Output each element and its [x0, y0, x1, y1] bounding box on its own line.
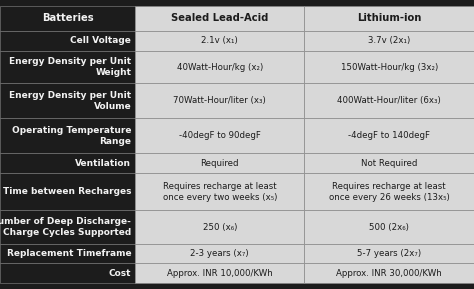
Bar — [0, 51, 135, 84]
Bar — [0, 118, 135, 153]
Bar — [135, 6, 304, 31]
Text: 250 (x₆): 250 (x₆) — [202, 223, 237, 231]
Text: Not Required: Not Required — [361, 159, 417, 168]
Text: 5-7 years (2x₇): 5-7 years (2x₇) — [357, 249, 421, 258]
Bar — [304, 84, 474, 118]
Bar — [0, 31, 135, 51]
Bar — [135, 173, 304, 210]
Text: 3.7v (2x₁): 3.7v (2x₁) — [368, 36, 410, 45]
Bar — [304, 153, 474, 173]
Text: 400Watt-Hour/liter (6x₃): 400Watt-Hour/liter (6x₃) — [337, 96, 441, 105]
Bar — [304, 244, 474, 264]
Text: 40Watt-Hour/kg (x₂): 40Watt-Hour/kg (x₂) — [177, 63, 263, 72]
Bar — [0, 153, 135, 173]
Text: -40degF to 90degF: -40degF to 90degF — [179, 131, 261, 140]
Bar — [0, 84, 135, 118]
Bar — [135, 118, 304, 153]
Text: 70Watt-Hour/liter (x₃): 70Watt-Hour/liter (x₃) — [173, 96, 266, 105]
Text: Sealed Lead-Acid: Sealed Lead-Acid — [171, 13, 268, 23]
Text: 2-3 years (x₇): 2-3 years (x₇) — [191, 249, 249, 258]
Text: 2.1v (x₁): 2.1v (x₁) — [201, 36, 238, 45]
Bar — [135, 31, 304, 51]
Text: Requires recharge at least
once every 26 weeks (13x₅): Requires recharge at least once every 26… — [329, 182, 449, 202]
Bar — [304, 31, 474, 51]
Bar — [304, 264, 474, 283]
Text: Energy Density per Unit
Weight: Energy Density per Unit Weight — [9, 57, 131, 77]
Bar — [304, 51, 474, 84]
Text: Approx. INR 10,000/KWh: Approx. INR 10,000/KWh — [167, 269, 273, 278]
Bar — [0, 264, 135, 283]
Text: Energy Density per Unit
Volume: Energy Density per Unit Volume — [9, 91, 131, 111]
Text: Time between Recharges: Time between Recharges — [3, 187, 131, 196]
Bar — [135, 210, 304, 244]
Bar — [135, 84, 304, 118]
Text: Cell Voltage: Cell Voltage — [71, 36, 131, 45]
Text: Lithium-ion: Lithium-ion — [357, 13, 421, 23]
Bar — [135, 51, 304, 84]
Text: Cost: Cost — [109, 269, 131, 278]
Text: Approx. INR 30,000/KWh: Approx. INR 30,000/KWh — [336, 269, 442, 278]
Bar — [0, 210, 135, 244]
Bar — [0, 173, 135, 210]
Bar — [135, 153, 304, 173]
Text: Requires recharge at least
once every two weeks (x₅): Requires recharge at least once every tw… — [163, 182, 277, 202]
Text: Required: Required — [201, 159, 239, 168]
Text: 500 (2x₆): 500 (2x₆) — [369, 223, 409, 231]
Bar — [135, 244, 304, 264]
Bar — [304, 173, 474, 210]
Text: -4degF to 140degF: -4degF to 140degF — [348, 131, 430, 140]
Bar — [304, 210, 474, 244]
Bar — [0, 6, 135, 31]
Bar — [0, 244, 135, 264]
Bar — [304, 118, 474, 153]
Bar — [304, 6, 474, 31]
Text: Number of Deep Discharge-
Charge Cycles Supported: Number of Deep Discharge- Charge Cycles … — [0, 217, 131, 237]
Text: Operating Temperature
Range: Operating Temperature Range — [12, 126, 131, 146]
Bar — [135, 264, 304, 283]
Text: Batteries: Batteries — [42, 13, 93, 23]
Text: Ventilation: Ventilation — [75, 159, 131, 168]
Text: Replacement Timeframe: Replacement Timeframe — [7, 249, 131, 258]
Text: 150Watt-Hour/kg (3x₂): 150Watt-Hour/kg (3x₂) — [340, 63, 438, 72]
